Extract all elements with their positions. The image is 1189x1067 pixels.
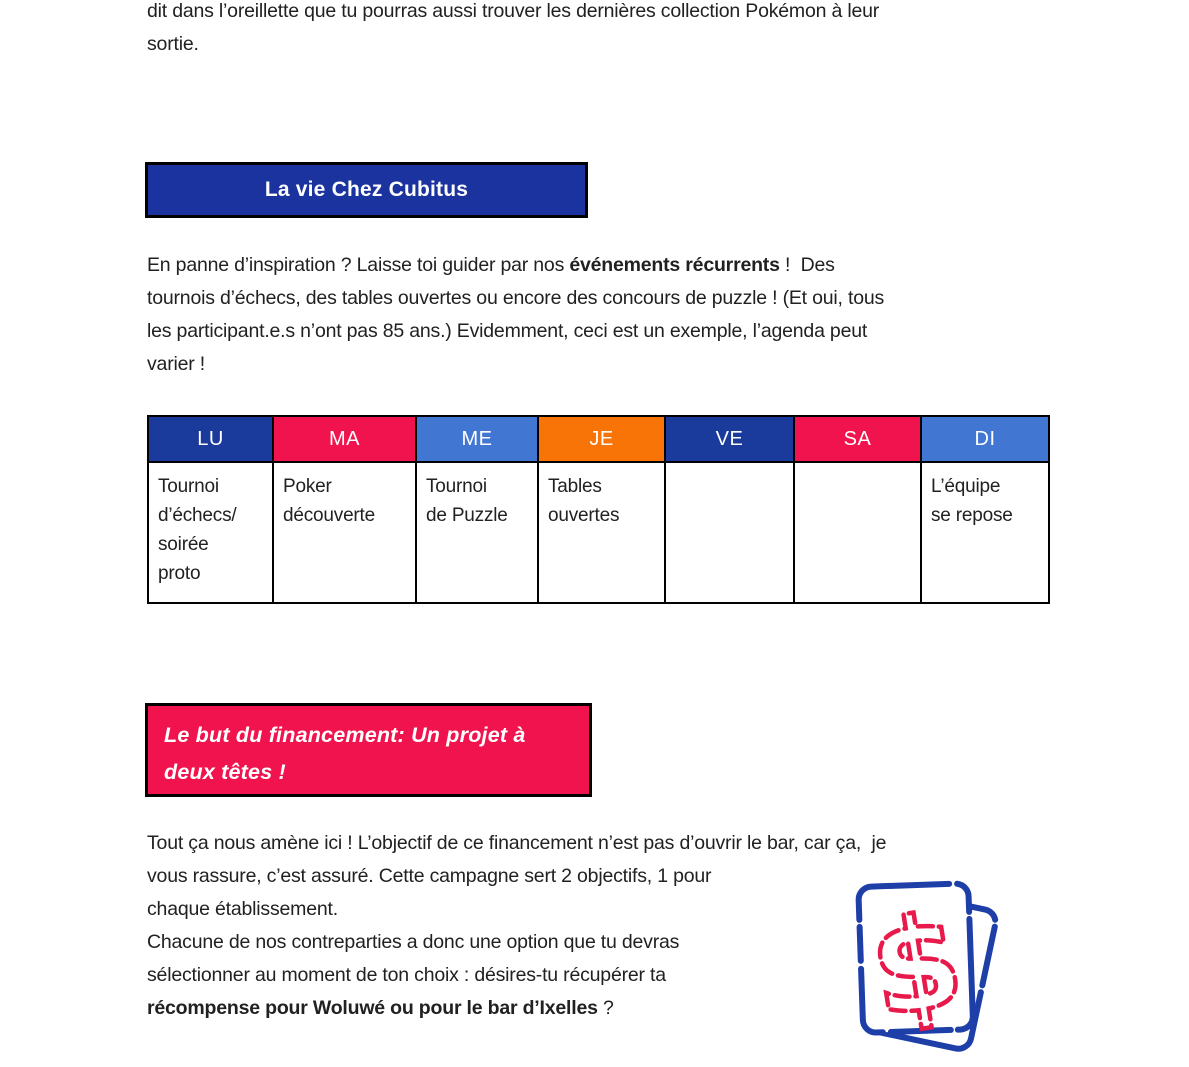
text-segment: ?: [597, 997, 614, 1019]
dollar-sign-cards-svg: $: [855, 880, 999, 1052]
bold-text-segment: récompense pour Woluwé ou pour le bar d’…: [147, 997, 598, 1019]
day-header-me: ME: [415, 415, 539, 463]
goal-banner-label: Le but du financement: Un projet à deux …: [164, 723, 526, 784]
weekly-schedule-table: LU MA ME JE VE SA DI Tournoi d’échecs/ s…: [147, 415, 1050, 604]
intro-paragraph: dit dans l’oreillette que tu pourras aus…: [147, 0, 880, 55]
section-banner-la-vie-chez-cubitus: La vie Chez Cubitus: [145, 162, 588, 218]
text-segment: En panne d’inspiration ? Laisse toi guid…: [147, 254, 570, 276]
text-segment: Tout ça nous amène ici ! L’objectif de c…: [147, 832, 887, 986]
schedule-cell-me: Tournoi de Puzzle: [415, 461, 539, 604]
bold-text-segment: événements récurrents: [569, 254, 780, 276]
dollar-sign-cards-icon: $: [848, 876, 1000, 1058]
section-banner-label: La vie Chez Cubitus: [264, 178, 469, 201]
day-header-lu: LU: [147, 415, 274, 463]
schedule-cell-ma: Poker découverte: [272, 461, 417, 604]
schedule-cell-je: Tables ouvertes: [537, 461, 666, 604]
day-header-di: DI: [920, 415, 1050, 463]
schedule-header-row: LU MA ME JE VE SA DI: [147, 415, 1050, 463]
schedule-cell-ve: [664, 461, 795, 604]
day-header-sa: SA: [793, 415, 922, 463]
day-header-ma: MA: [272, 415, 417, 463]
schedule-events-row: Tournoi d’échecs/ soirée proto Poker déc…: [147, 461, 1050, 604]
schedule-cell-di: L’équipe se repose: [920, 461, 1050, 604]
day-header-ve: VE: [664, 415, 795, 463]
goal-paragraph: Tout ça nous amène ici ! L’objectif de c…: [147, 827, 1052, 1025]
events-paragraph: En panne d’inspiration ? Laisse toi guid…: [147, 249, 1052, 381]
schedule-cell-lu: Tournoi d’échecs/ soirée proto: [147, 461, 274, 604]
schedule-cell-sa: [793, 461, 922, 604]
day-header-je: JE: [537, 415, 666, 463]
text-segment: ! Des tournois d’échecs, des tables ouve…: [147, 254, 885, 375]
section-banner-but-du-financement: Le but du financement: Un projet à deux …: [145, 703, 592, 797]
